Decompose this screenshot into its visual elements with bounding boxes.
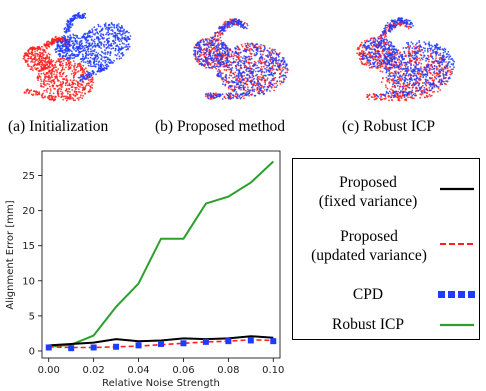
legend-label-cpd: CPD (303, 285, 433, 304)
y-axis-label: Alignment Error [mm] (5, 200, 16, 309)
legend-swatch-proposed-fixed (440, 187, 474, 191)
y-tick-label: 15 (22, 241, 35, 252)
y-tick-label: 10 (22, 276, 35, 287)
legend-label-line: CPD (352, 286, 384, 303)
caption-initialization: (a) Initialization (8, 118, 109, 135)
legend-label-line: (updated variance) (311, 247, 427, 264)
panel-initialization (22, 11, 132, 102)
series-line-proposed-fixed-variance (48, 335, 274, 347)
legend-label-line: (fixed variance) (318, 193, 418, 210)
point-cpd (225, 338, 232, 345)
y-tick-label: 20 (22, 206, 35, 217)
x-axis-ticks: 0.00 0.02 0.04 0.06 0.08 0.10 (38, 358, 284, 376)
point-cpd (90, 344, 97, 351)
point-cpd (180, 340, 187, 347)
x-axis-label: Relative Noise Strength (102, 378, 220, 389)
caption-proposed-method: (b) Proposed method (155, 118, 286, 135)
legend-label-proposed-updated: Proposed (updated variance) (301, 227, 437, 265)
x-tick-label: 0.06 (172, 365, 194, 376)
y-tick-label: 25 (22, 171, 35, 182)
point-cpd (270, 338, 277, 345)
panel-proposed-method (193, 18, 289, 100)
bunny-point-cloud-proposed (193, 18, 289, 100)
point-cpd (135, 342, 142, 349)
point-cpd (202, 338, 209, 345)
point-cpd (158, 340, 164, 347)
x-tick-label: 0.08 (217, 365, 239, 376)
point-cpd (68, 345, 75, 352)
alignment-error-chart: 0.00 0.02 0.04 0.06 0.08 0.10 0 5 10 15 20 25 Rela… (5, 150, 284, 389)
series-layer (45, 160, 277, 352)
legend-label-line: Proposed (340, 228, 398, 245)
bunny-point-cloud-robust-icp (356, 17, 455, 102)
legend-swatch-cpd (438, 291, 475, 298)
x-tick-label: 0.10 (262, 365, 284, 376)
plot-area (41, 150, 281, 359)
series-line-robust-icp (48, 160, 274, 348)
legend-label-proposed-fixed: Proposed (fixed variance) (303, 173, 433, 211)
x-tick-label: 0.02 (83, 365, 105, 376)
point-cpd (45, 344, 52, 351)
bunny-point-cloud-initialization (22, 11, 132, 102)
point-cpd (247, 337, 254, 344)
legend-swatch-robust-icp (440, 323, 474, 327)
caption-robust-icp: (c) Robust ICP (342, 118, 435, 135)
y-tick-label: 0 (29, 346, 35, 357)
y-axis-ticks: 0 5 10 15 20 25 (22, 171, 42, 357)
legend-swatch-proposed-updated (440, 243, 474, 245)
legend-label-line: Robust ICP (332, 316, 404, 333)
y-tick-label: 5 (29, 311, 35, 322)
chart-legend: Proposed (fixed variance) Proposed (upda… (292, 158, 480, 340)
legend-label-robust-icp: Robust ICP (303, 315, 433, 334)
x-tick-label: 0.04 (127, 365, 149, 376)
point-cpd (113, 343, 120, 350)
legend-label-line: Proposed (339, 174, 397, 191)
x-tick-label: 0.00 (38, 365, 60, 376)
panel-robust-icp (356, 17, 455, 102)
